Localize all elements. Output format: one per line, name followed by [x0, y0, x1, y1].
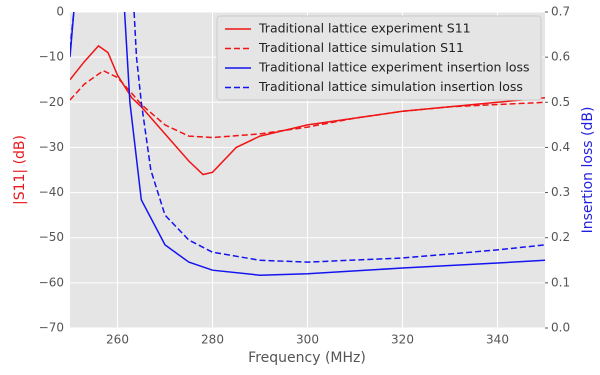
y-axis-label: |S11| (dB) [12, 135, 28, 205]
y-tick-label: −40 [39, 185, 64, 199]
legend-label: Traditional lattice experiment insertion… [258, 60, 530, 75]
x-tick-label: 340 [486, 333, 509, 347]
y-tick-label: −20 [39, 95, 64, 109]
series-line [70, 69, 545, 139]
x-tick-label: 300 [296, 333, 319, 347]
y2-tick-label: 0.2 [551, 230, 570, 244]
y2-tick-label: 0.1 [551, 275, 570, 289]
legend-label: Traditional lattice simulation insertion… [258, 79, 523, 94]
legend-label: Traditional lattice experiment S11 [258, 21, 471, 36]
y2-tick-label: 0.7 [551, 5, 570, 19]
y-tick-label: −70 [39, 321, 64, 335]
y2-tick-label: 0.5 [551, 95, 570, 109]
y2-tick-label: 0.3 [551, 185, 570, 199]
y2-tick-label: 0.0 [551, 321, 570, 335]
y2-axis-label: Insertion loss (dB) [580, 107, 596, 234]
y-tick-label: −10 [39, 50, 64, 64]
x-tick-label: 320 [391, 333, 414, 347]
y-tick-label: 0 [56, 5, 64, 19]
y-tick-label: −30 [39, 140, 64, 154]
x-tick-label: 260 [106, 333, 129, 347]
legend-box [216, 15, 542, 101]
y-tick-label: −50 [39, 230, 64, 244]
y2-tick-label: 0.4 [551, 140, 570, 154]
series-line [70, 12, 545, 263]
y2-tick-label: 0.6 [551, 50, 570, 64]
x-axis-label: Frequency (MHz) [248, 350, 366, 366]
legend-label: Traditional lattice simulation S11 [258, 40, 464, 55]
y-tick-label: −60 [39, 275, 64, 289]
x-tick-label: 280 [201, 333, 224, 347]
